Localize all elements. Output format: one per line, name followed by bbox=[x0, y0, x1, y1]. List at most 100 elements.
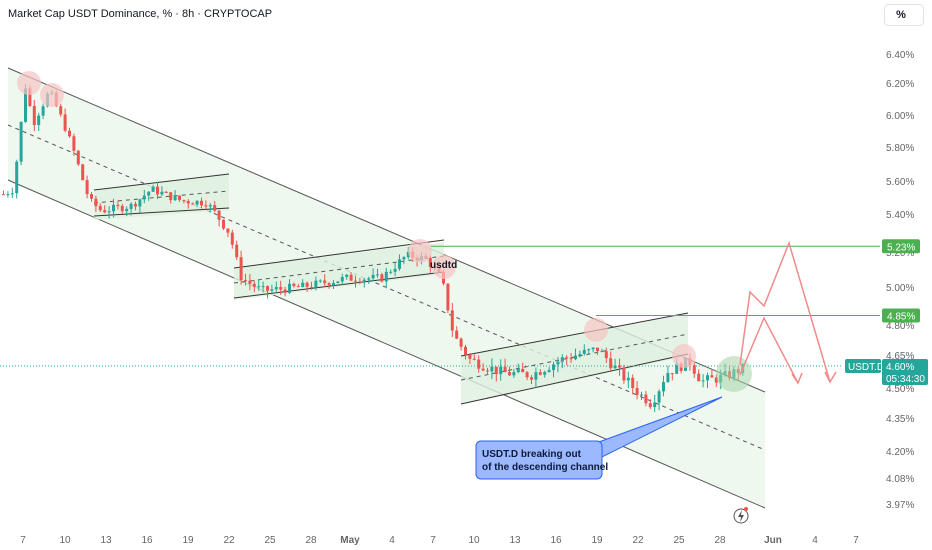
candle bbox=[226, 228, 230, 238]
candle bbox=[384, 267, 388, 289]
candle bbox=[292, 282, 296, 288]
candle bbox=[340, 273, 344, 286]
candle bbox=[481, 363, 485, 372]
candle-body bbox=[72, 136, 76, 151]
candle bbox=[305, 281, 309, 292]
candle bbox=[591, 347, 595, 353]
time-axis: 7 10 13 16 19 22 25 28 May 4 7 10 13 16 19 22 25 28 Jun 4 7 bbox=[20, 535, 859, 546]
candle bbox=[354, 275, 357, 288]
x-tick-label: 7 bbox=[430, 535, 436, 546]
candle-body bbox=[455, 330, 459, 339]
x-tick-label: 7 bbox=[853, 535, 859, 546]
candle bbox=[525, 371, 529, 381]
candle-body bbox=[499, 366, 503, 375]
candle bbox=[270, 284, 274, 294]
candle-body bbox=[142, 195, 146, 200]
y-tick-label: 4.50% bbox=[886, 384, 914, 395]
candle-body bbox=[354, 280, 357, 282]
candle-body bbox=[398, 259, 401, 269]
candle-body bbox=[516, 368, 520, 373]
candle-body bbox=[173, 195, 177, 201]
candle bbox=[98, 203, 102, 212]
candle-body bbox=[270, 289, 274, 291]
x-tick-label: 16 bbox=[550, 535, 562, 546]
candle-body bbox=[213, 205, 217, 211]
candle-body bbox=[191, 203, 195, 205]
candle-body bbox=[613, 365, 617, 369]
candle-body bbox=[596, 347, 599, 352]
candle-body bbox=[618, 365, 621, 368]
candle bbox=[85, 175, 89, 199]
candle-body bbox=[384, 271, 388, 282]
candle-body bbox=[587, 349, 591, 351]
x-tick-label: 25 bbox=[264, 535, 276, 546]
y-tick-label: 6.20% bbox=[886, 79, 914, 90]
candle bbox=[710, 369, 714, 378]
y-tick-label: 5.20% bbox=[886, 248, 914, 259]
price-badge-countdown: 05:34:30 bbox=[886, 374, 925, 385]
projection-path-low bbox=[739, 316, 799, 384]
candle bbox=[120, 203, 124, 214]
candle bbox=[472, 354, 476, 361]
candle bbox=[142, 189, 146, 204]
candle bbox=[521, 362, 525, 373]
candle-body bbox=[600, 351, 604, 353]
x-tick-label: 22 bbox=[223, 535, 235, 546]
percent-scale-button[interactable]: % bbox=[884, 4, 924, 26]
candle-body bbox=[24, 88, 27, 122]
top-marker bbox=[432, 255, 456, 279]
candle-body bbox=[90, 194, 93, 199]
x-tick-label: 7 bbox=[20, 535, 26, 546]
candle bbox=[239, 250, 243, 285]
candle-body bbox=[490, 366, 494, 372]
candle bbox=[160, 186, 164, 196]
candle bbox=[380, 272, 384, 283]
x-tick-label: 10 bbox=[59, 535, 71, 546]
level-badge-label: 4.85% bbox=[887, 312, 915, 323]
candle bbox=[587, 348, 591, 354]
candle-body bbox=[591, 347, 595, 350]
flag-2-upper bbox=[233, 239, 445, 269]
x-tick-label: 4 bbox=[812, 535, 818, 546]
candle-body bbox=[332, 282, 335, 286]
candle bbox=[543, 370, 547, 378]
candle-body bbox=[208, 205, 212, 207]
channel-lower-line bbox=[7, 179, 766, 509]
candle bbox=[138, 198, 142, 214]
candle-body bbox=[301, 282, 305, 288]
candle bbox=[129, 202, 133, 216]
candle bbox=[706, 372, 709, 389]
candle-body bbox=[508, 372, 511, 376]
candle bbox=[283, 286, 287, 297]
candle bbox=[2, 190, 5, 196]
candle-body bbox=[675, 363, 679, 374]
price-badge-value: 4.60% bbox=[886, 362, 914, 373]
candle-body bbox=[349, 274, 353, 281]
candle bbox=[235, 240, 239, 261]
flag-3-lower bbox=[460, 353, 689, 405]
candle bbox=[147, 190, 151, 201]
candle-body bbox=[697, 373, 701, 382]
candle bbox=[266, 285, 269, 299]
candle bbox=[389, 269, 393, 275]
candle-body bbox=[94, 198, 98, 207]
level-badge bbox=[882, 308, 920, 323]
candle-body bbox=[626, 377, 630, 381]
candle-body bbox=[182, 200, 186, 202]
candle bbox=[19, 121, 23, 166]
candle-body bbox=[644, 394, 648, 404]
x-tick-label: 4 bbox=[389, 535, 395, 546]
flag-1-upper bbox=[93, 173, 230, 191]
price-axis: 6.40% 6.20% 6.00% 5.80% 5.60% 5.40% 5.20% 5.00%… bbox=[845, 50, 928, 511]
candle-body bbox=[494, 366, 498, 375]
candle bbox=[173, 190, 177, 202]
candle bbox=[195, 200, 199, 208]
candle bbox=[178, 195, 181, 202]
projection-arrowhead-low bbox=[791, 372, 803, 385]
candle-body bbox=[547, 370, 551, 372]
candle-body bbox=[244, 280, 247, 282]
y-tick-label: 4.08% bbox=[886, 474, 914, 485]
candle bbox=[32, 99, 36, 132]
candle bbox=[169, 192, 173, 204]
